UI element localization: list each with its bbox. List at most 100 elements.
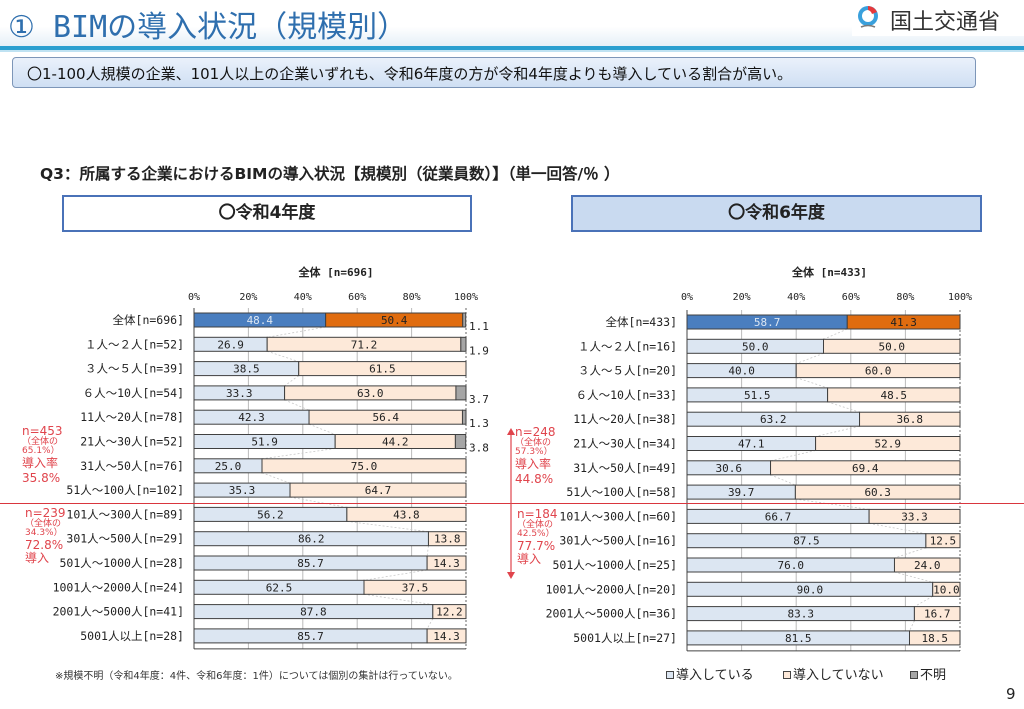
category-label: ６人～10人[n=33]	[576, 388, 677, 402]
chart-r6: 全体 [n=433] 0% 20% 40% 60% 80% 100% 全体[n=433] 58.…	[546, 265, 972, 652]
category-label: 全体[n=433]	[606, 315, 677, 329]
category-label: 2001人～5000人[n=41]	[53, 605, 184, 619]
data-label: 60.3	[864, 486, 891, 499]
category-label: ６人～10人[n=54]	[83, 386, 184, 400]
data-label: 41.3	[890, 316, 917, 329]
x-tick-label: 40%	[787, 292, 805, 303]
category-label: 21人～30人[n=34]	[573, 437, 677, 451]
data-label: 81.5	[785, 632, 812, 645]
bar-segment	[363, 579, 467, 595]
series-connector	[267, 326, 326, 338]
category-label: 全体[n=696]	[113, 313, 184, 327]
data-label: 62.5	[266, 581, 293, 594]
annotation-line: 34.3%）	[25, 528, 63, 539]
series-connector	[770, 474, 796, 486]
annotation-rate: 77.7%	[517, 539, 556, 554]
category-label: 51人～100人[n=102]	[66, 483, 184, 497]
data-label: 52.9	[875, 438, 902, 451]
data-label: 26.9	[217, 338, 244, 351]
annotation-line: （全体の	[517, 519, 554, 530]
annotation-r6-small: n=248 （全体の 57.3%） 導入率 44.8%	[515, 426, 556, 486]
summary-box: 〇1-100人規模の企業、101人以上の企業いずれも、令和6年度の方が令和4年度…	[12, 57, 976, 88]
data-label: 50.0	[879, 340, 906, 353]
category-label: 51人～100人[n=58]	[566, 485, 677, 499]
data-label: 64.7	[365, 484, 392, 497]
data-label: 48.5	[881, 389, 908, 402]
category-label: ３人～５人[n=20]	[578, 364, 677, 378]
bar-segment	[823, 338, 961, 354]
series-connector	[894, 571, 933, 583]
chart-title: 全体 [n=696]	[298, 265, 374, 279]
data-label: 39.7	[728, 486, 755, 499]
bar-segment	[461, 409, 467, 425]
size-divider-line	[0, 503, 1024, 504]
data-label: 14.3	[433, 630, 460, 643]
category-label: 5001人以上[n=28]	[80, 629, 184, 643]
data-label: 14.3	[433, 557, 460, 570]
data-label: 35.3	[229, 484, 256, 497]
series-connector	[308, 423, 336, 435]
series-connector	[796, 352, 824, 364]
year-label-r4: 〇令和4年度	[62, 195, 472, 232]
annotation-line: 導入率	[22, 456, 59, 471]
x-tick-label: 80%	[896, 292, 914, 303]
bar-segment	[298, 361, 467, 377]
header-rule-light	[0, 50, 1024, 52]
bar-segment	[455, 385, 467, 401]
data-label: 56.4	[373, 411, 400, 424]
data-label: 40.0	[728, 365, 755, 378]
category-label: 31人～50人[n=76]	[80, 459, 184, 473]
data-label: 50.0	[742, 340, 769, 353]
data-label: 58.7	[754, 316, 781, 329]
category-label: 2001人～5000人[n=36]	[546, 607, 677, 621]
series-connector	[289, 496, 347, 508]
category-label: 31人～50人[n=49]	[573, 461, 677, 475]
annotation-r6-large: n=184 （全体の 42.5%） 77.7% 導入	[517, 508, 558, 566]
category-label: 1001人～2000人[n=20]	[546, 582, 677, 596]
bar-segment	[794, 484, 961, 500]
category-label: 301人～500人[n=16]	[559, 534, 677, 548]
header-rule	[0, 46, 1024, 50]
data-label: 63.0	[357, 387, 384, 400]
data-label: 37.5	[402, 581, 429, 594]
bar-segment	[426, 628, 467, 644]
legend-label: 導入している	[676, 668, 754, 683]
series-connector	[426, 618, 434, 630]
annotation-rate: 35.8%	[22, 471, 61, 486]
data-label: 3.7	[469, 393, 489, 406]
mlit-logo-icon	[858, 6, 878, 28]
category-label: 21人～30人[n=52]	[80, 435, 184, 449]
question-title: Q3：所属する企業におけるBIMの導入状況【規模別（従業員数）】（単一回答/％ …	[40, 165, 620, 183]
data-label: 56.2	[257, 508, 284, 521]
legend-swatch-unknown	[910, 670, 918, 679]
series-connector	[363, 593, 433, 605]
legend-swatch-yes	[666, 670, 674, 679]
x-tick-label: 100%	[454, 292, 478, 303]
bar-segment	[846, 314, 961, 330]
x-tick-label: 60%	[348, 292, 366, 303]
data-label: 18.5	[921, 632, 948, 645]
data-label: 60.0	[865, 365, 892, 378]
category-label: 11人～20人[n=78]	[80, 410, 184, 424]
data-label: 86.2	[298, 533, 325, 546]
annotation-arrow-up-icon	[507, 428, 515, 504]
annotation-line: 導入	[517, 552, 542, 567]
category-label: 501人～1000人[n=28]	[59, 556, 184, 570]
series-connector	[823, 328, 848, 340]
bar-segment	[289, 482, 467, 498]
data-label: 85.7	[297, 630, 324, 643]
data-label: 13.8	[434, 533, 461, 546]
bar-segment	[908, 630, 961, 646]
bar-segment	[460, 336, 467, 352]
series-connector	[869, 523, 926, 535]
x-tick-label: 40%	[294, 292, 312, 303]
data-label: 36.8	[897, 413, 924, 426]
series-connector	[284, 399, 310, 411]
annotation-n: n=239	[25, 506, 66, 520]
x-tick-label: 0%	[681, 292, 693, 303]
page-number: 9	[1006, 685, 1016, 703]
data-label: 90.0	[797, 583, 824, 596]
series-connector	[363, 569, 428, 581]
bar-segment	[859, 411, 961, 427]
data-label: 85.7	[297, 557, 324, 570]
